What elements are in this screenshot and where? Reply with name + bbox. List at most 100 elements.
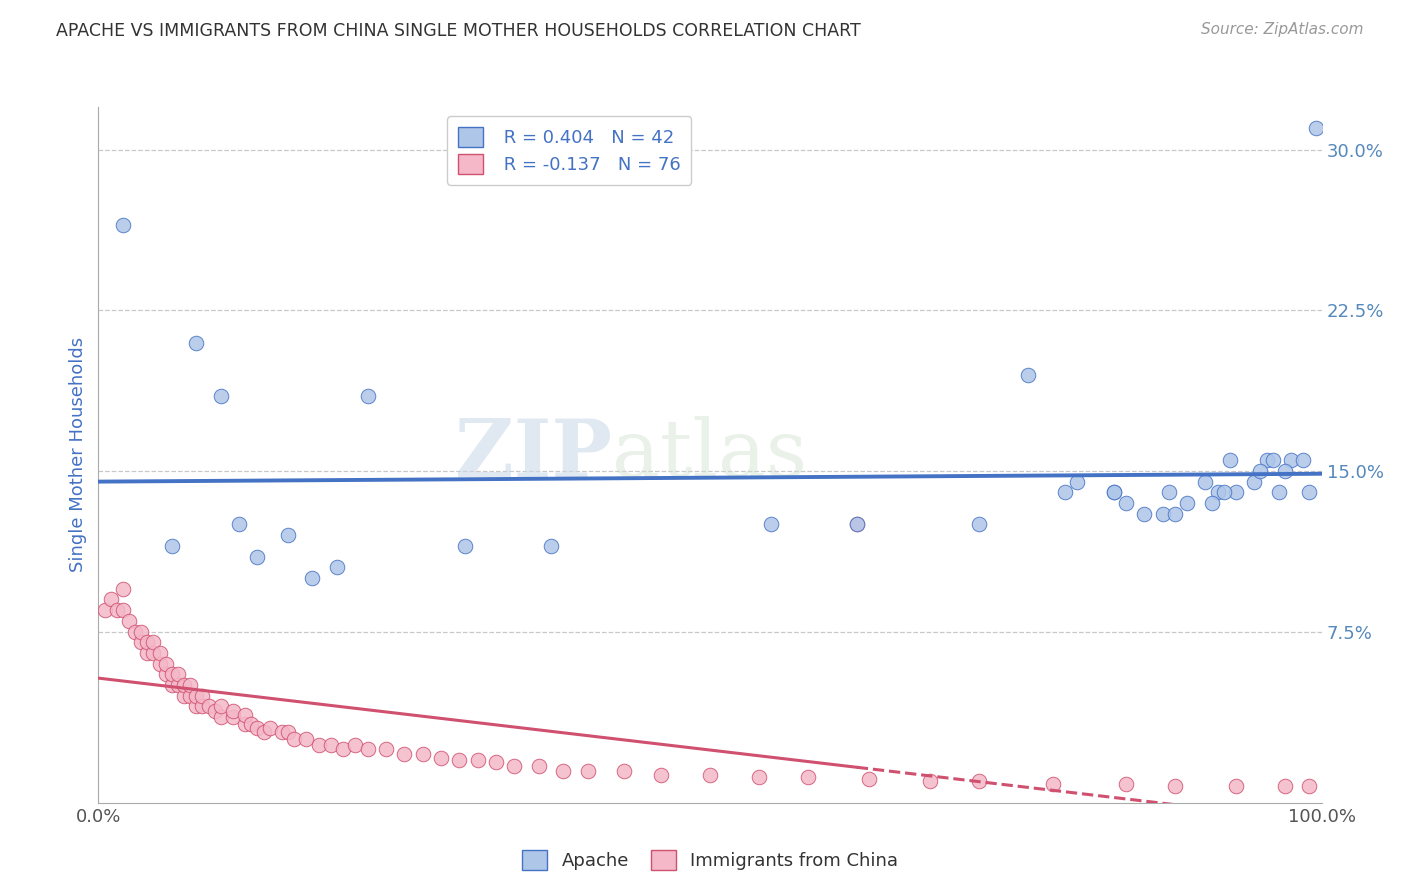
Point xyxy=(173,678,195,692)
Point xyxy=(136,646,159,660)
Point xyxy=(259,721,281,735)
Point xyxy=(1194,475,1216,489)
Point xyxy=(186,335,208,350)
Point xyxy=(449,753,471,767)
Point xyxy=(430,751,453,765)
Point xyxy=(319,738,342,752)
Point xyxy=(1298,779,1320,793)
Text: ZIP: ZIP xyxy=(456,416,612,494)
Point xyxy=(1305,121,1327,136)
Point xyxy=(797,770,820,784)
Point xyxy=(1053,485,1076,500)
Point xyxy=(100,592,122,607)
Point xyxy=(1298,485,1320,500)
Point xyxy=(105,603,128,617)
Point xyxy=(155,667,177,681)
Point xyxy=(308,738,330,752)
Point xyxy=(111,603,134,617)
Point xyxy=(233,708,256,723)
Point xyxy=(527,759,550,773)
Point xyxy=(301,571,323,585)
Point xyxy=(1274,464,1296,478)
Point xyxy=(197,699,219,714)
Point xyxy=(344,738,367,752)
Point xyxy=(191,689,214,703)
Point xyxy=(209,389,232,403)
Point xyxy=(1152,507,1174,521)
Point xyxy=(845,517,868,532)
Point xyxy=(186,689,208,703)
Point xyxy=(1115,776,1137,790)
Point xyxy=(209,699,232,714)
Point xyxy=(167,678,190,692)
Point xyxy=(129,624,152,639)
Point xyxy=(1279,453,1302,467)
Point xyxy=(1268,485,1291,500)
Point xyxy=(467,753,489,767)
Point xyxy=(149,646,172,660)
Point xyxy=(246,721,269,735)
Point xyxy=(160,667,183,681)
Point xyxy=(142,635,165,649)
Point xyxy=(136,635,159,649)
Point xyxy=(222,710,245,724)
Point xyxy=(186,699,208,714)
Point xyxy=(1212,485,1234,500)
Point xyxy=(540,539,562,553)
Point xyxy=(277,725,299,739)
Point xyxy=(246,549,269,564)
Point xyxy=(1164,507,1187,521)
Legend: Apache, Immigrants from China: Apache, Immigrants from China xyxy=(515,843,905,877)
Point xyxy=(1225,485,1247,500)
Text: atlas: atlas xyxy=(612,416,807,494)
Point xyxy=(160,539,183,553)
Point xyxy=(332,742,354,756)
Point xyxy=(356,742,378,756)
Point xyxy=(356,389,378,403)
Point xyxy=(209,710,232,724)
Text: APACHE VS IMMIGRANTS FROM CHINA SINGLE MOTHER HOUSEHOLDS CORRELATION CHART: APACHE VS IMMIGRANTS FROM CHINA SINGLE M… xyxy=(56,22,860,40)
Point xyxy=(167,667,190,681)
Point xyxy=(1175,496,1198,510)
Point xyxy=(326,560,349,574)
Point xyxy=(277,528,299,542)
Point xyxy=(93,603,115,617)
Point xyxy=(233,716,256,731)
Point xyxy=(179,678,201,692)
Point xyxy=(454,539,477,553)
Point xyxy=(228,517,250,532)
Point xyxy=(485,755,508,769)
Point xyxy=(1225,779,1247,793)
Point xyxy=(1066,475,1088,489)
Point xyxy=(204,704,226,718)
Point xyxy=(392,747,416,761)
Point xyxy=(1206,485,1229,500)
Point xyxy=(1102,485,1125,500)
Point xyxy=(1243,475,1265,489)
Point xyxy=(252,725,274,739)
Point xyxy=(173,689,195,703)
Point xyxy=(1201,496,1223,510)
Text: Source: ZipAtlas.com: Source: ZipAtlas.com xyxy=(1201,22,1364,37)
Point xyxy=(111,582,134,596)
Point xyxy=(699,768,721,782)
Point xyxy=(142,646,165,660)
Point xyxy=(295,731,318,746)
Point xyxy=(374,742,396,756)
Point xyxy=(1274,779,1296,793)
Point xyxy=(1017,368,1039,382)
Point xyxy=(191,699,214,714)
Point xyxy=(283,731,305,746)
Point xyxy=(503,759,526,773)
Point xyxy=(179,689,201,703)
Point xyxy=(650,768,672,782)
Point xyxy=(967,517,990,532)
Point xyxy=(967,774,990,789)
Point xyxy=(1261,453,1284,467)
Point xyxy=(1256,453,1278,467)
Point xyxy=(576,764,599,778)
Point xyxy=(149,657,172,671)
Point xyxy=(1042,776,1064,790)
Point xyxy=(412,747,434,761)
Point xyxy=(124,624,146,639)
